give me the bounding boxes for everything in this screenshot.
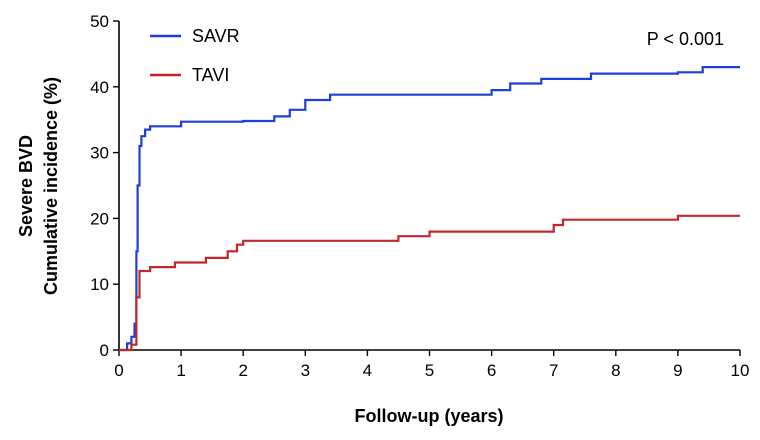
y-axis-title-line-2: Cumulative incidence (%) (41, 77, 61, 295)
y-tick-label: 30 (90, 144, 109, 163)
legend-label-tavi: TAVI (192, 65, 229, 85)
y-tick-label: 50 (90, 12, 109, 31)
y-tick-label: 10 (90, 275, 109, 294)
x-tick-label: 10 (731, 361, 750, 380)
x-tick-label: 6 (487, 361, 496, 380)
y-axis-title-line-1: Severe BVD (16, 135, 36, 237)
x-tick-label: 8 (611, 361, 620, 380)
x-tick-label: 5 (425, 361, 434, 380)
x-tick-label: 1 (176, 361, 185, 380)
legend-label-savr: SAVR (192, 26, 240, 46)
series-line-savr (119, 66, 740, 352)
y-tick-label: 0 (100, 341, 109, 360)
ticks: 0 1 2 3 4 5 6 7 8 9 10 0 10 20 30 40 50 (90, 12, 749, 380)
y-tick-label: 40 (90, 78, 109, 97)
x-tick-label: 7 (549, 361, 558, 380)
x-tick-label: 2 (238, 361, 247, 380)
x-tick-label: 9 (673, 361, 682, 380)
y-tick-label: 20 (90, 209, 109, 228)
x-tick-label: 0 (114, 361, 123, 380)
p-value-annotation: P < 0.001 (647, 29, 724, 49)
series-line-tavi (119, 214, 740, 352)
x-tick-label: 4 (363, 361, 372, 380)
x-axis-title: Follow-up (years) (354, 406, 503, 426)
series-layer (119, 66, 740, 352)
x-tick-label: 3 (301, 361, 310, 380)
legend: SAVR TAVI (150, 26, 240, 85)
